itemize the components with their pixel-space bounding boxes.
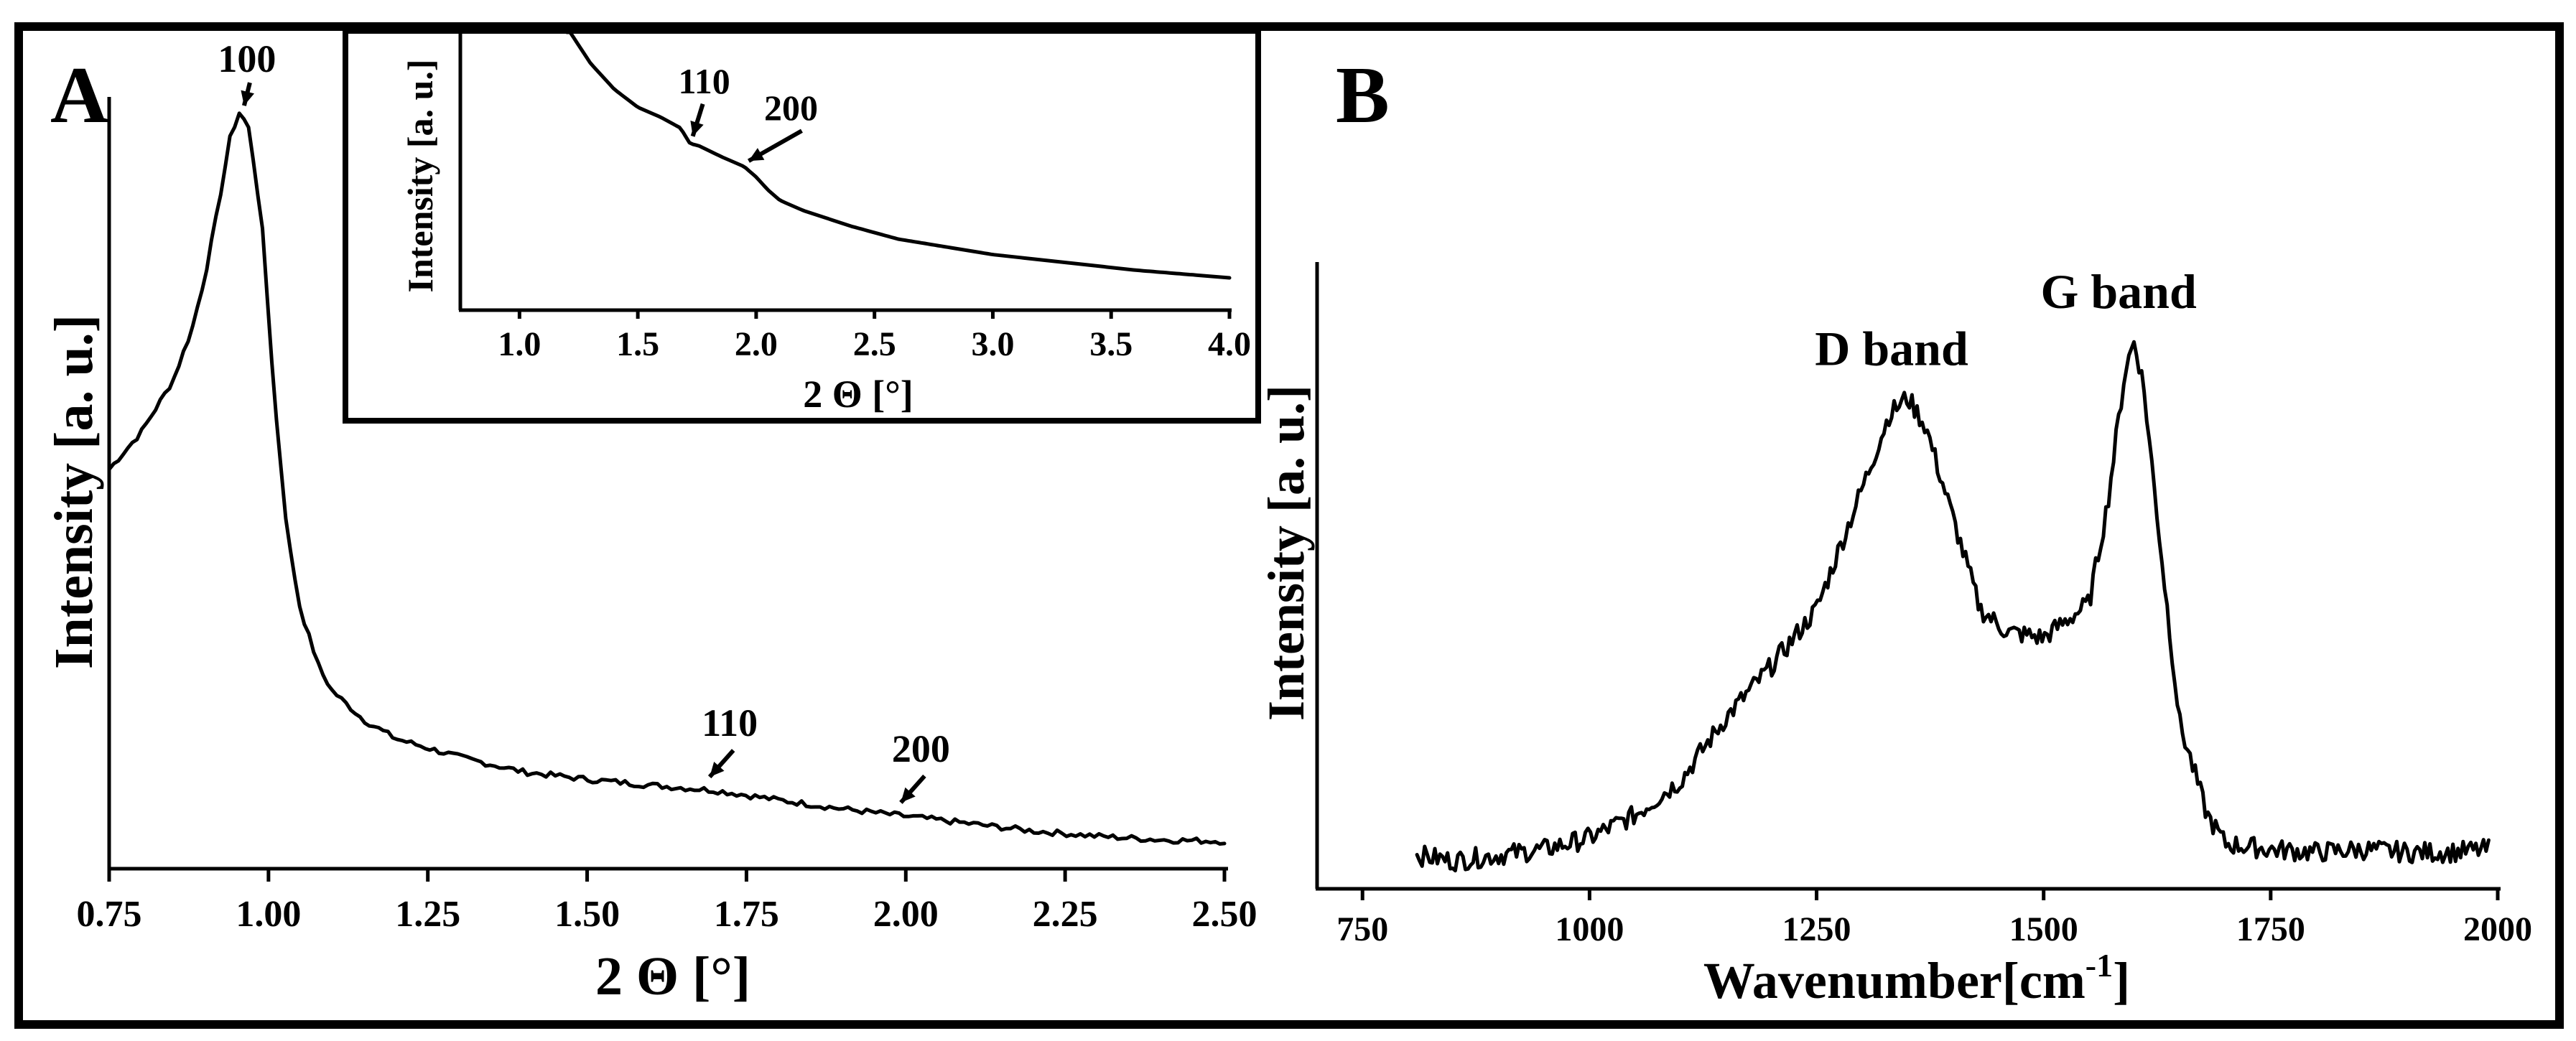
panelA-x-tick-label: 1.50 xyxy=(554,894,620,935)
annotation-arrowhead xyxy=(241,90,255,106)
panel-a-chart: 0.75 1.00 1.25 1.50 1.75 2.00 2.25 2.50 100 110 2… xyxy=(44,37,1257,1007)
panelB-x-tick-label: 1750 xyxy=(2236,910,2305,948)
inset-xrd-curve xyxy=(564,30,1232,280)
peak-label-g-band: G band xyxy=(2040,264,2197,319)
panelB-x-tick-label: 1000 xyxy=(1555,910,1624,948)
panelI-x-tick-label: 2.0 xyxy=(735,325,778,363)
peak-label-200: 200 xyxy=(764,88,818,128)
panel-b-label: B xyxy=(1336,51,1390,140)
inset-y-axis-label: Intensity [a. u.] xyxy=(400,59,440,292)
annotation-arrowhead xyxy=(710,762,725,778)
peak-label-100: 100 xyxy=(218,37,276,80)
panelA-x-tick-label: 0.75 xyxy=(77,894,142,935)
annotation-arrowhead xyxy=(901,787,916,803)
panelI-x-tick-label: 3.0 xyxy=(971,325,1014,363)
panel-a-y-axis-label: Intensity [a. u.] xyxy=(44,314,104,669)
panelA-x-tick-label: 2.00 xyxy=(873,894,939,935)
peak-label-d-band: D band xyxy=(1815,321,1968,375)
panel-b-raman-curve xyxy=(1415,340,2491,873)
panelA-x-tick-label: 1.75 xyxy=(714,894,779,935)
panelA-x-tick-label: 2.25 xyxy=(1033,894,1098,935)
panelA-x-tick-label: 2.50 xyxy=(1192,894,1257,935)
panel-b-y-axis-label: Intensity [a. u.] xyxy=(1257,385,1315,721)
panelB-x-tick-label: 750 xyxy=(1336,910,1388,948)
panel-b-x-axis-label: Wavenumber[cm-1] xyxy=(1703,947,2130,1009)
inset-frame xyxy=(343,28,1261,424)
panelB-x-tick-label: 1500 xyxy=(2009,910,2078,948)
panel-b-chart: 750 1000 1250 1500 1750 2000 D band G band Wav… xyxy=(1257,262,2532,1009)
figure-frame xyxy=(14,22,2564,1029)
inset-x-axis-label: 2 Θ [°] xyxy=(803,373,913,416)
panel-a-label: A xyxy=(50,51,108,140)
panelI-x-tick-label: 3.5 xyxy=(1089,325,1133,363)
panel-a-x-axis-label: 2 Θ [°] xyxy=(595,946,750,1007)
panelB-x-tick-label: 2000 xyxy=(2463,910,2532,948)
panel-a-inset: 1.0 1.5 2.0 2.5 3.0 3.5 4.0 110 200 2 Θ [°] Int… xyxy=(343,28,1261,424)
panelB-x-tick-label: 1250 xyxy=(1782,910,1851,948)
panelA-x-tick-label: 1.00 xyxy=(236,894,301,935)
panelI-x-tick-label: 1.0 xyxy=(498,325,541,363)
panel-b-x-axis-label-superscript: -1 xyxy=(2086,947,2113,984)
peak-label-110: 110 xyxy=(679,61,730,101)
panel-a-xrd-curve xyxy=(107,111,1227,846)
peak-label-110: 110 xyxy=(702,701,758,744)
panelI-x-tick-label: 2.5 xyxy=(853,325,896,363)
panelI-x-tick-label: 4.0 xyxy=(1208,325,1251,363)
peak-label-200: 200 xyxy=(892,727,950,770)
panelA-x-tick-label: 1.25 xyxy=(395,894,460,935)
panelI-x-tick-label: 1.5 xyxy=(616,325,659,363)
annotation-arrowhead xyxy=(748,148,765,162)
annotation-arrowhead xyxy=(690,121,704,136)
